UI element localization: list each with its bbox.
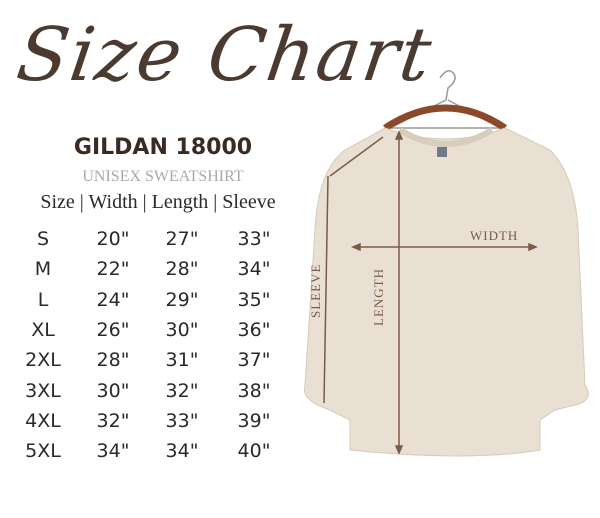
tag-icon bbox=[437, 147, 447, 157]
table-row: S 20" 27" 33" bbox=[0, 228, 300, 258]
product-subtitle: UNISEX SWEATSHIRT bbox=[82, 168, 244, 185]
cell-length: 33" bbox=[165, 409, 199, 432]
length-label: LENGTH bbox=[371, 268, 386, 326]
table-header: Size | Width | Length | Sleeve bbox=[40, 191, 276, 213]
cell-length: 27" bbox=[165, 228, 199, 250]
cell-sleeve: 37" bbox=[237, 349, 271, 372]
cell-length: 31" bbox=[165, 349, 199, 372]
cell-width: 28" bbox=[96, 349, 130, 372]
cell-size: L bbox=[37, 288, 49, 311]
hanger-icon bbox=[389, 70, 501, 129]
cell-sleeve: 34" bbox=[237, 258, 271, 281]
table-row: 3XL 30" 32" 38" bbox=[0, 380, 300, 410]
cell-width: 20" bbox=[96, 228, 130, 250]
cell-size: M bbox=[34, 258, 52, 281]
cell-sleeve: 40" bbox=[237, 440, 271, 463]
cell-width: 30" bbox=[96, 379, 130, 402]
cell-width: 34" bbox=[96, 440, 130, 463]
table-row: 4XL 32" 33" 39" bbox=[0, 410, 300, 440]
cell-size: 3XL bbox=[25, 379, 61, 402]
cell-width: 22" bbox=[96, 258, 130, 281]
cell-size: XL bbox=[31, 318, 55, 341]
cell-length: 28" bbox=[165, 258, 199, 281]
measure-arrows bbox=[323, 130, 538, 455]
cell-length: 32" bbox=[165, 379, 199, 402]
cell-size: 2XL bbox=[25, 349, 61, 372]
cell-sleeve: 33" bbox=[237, 228, 271, 250]
sleeve-label: SLEEVE bbox=[308, 264, 323, 318]
cell-sleeve: 36" bbox=[237, 318, 271, 341]
cell-width: 26" bbox=[96, 318, 130, 341]
cell-size: 5XL bbox=[25, 440, 61, 463]
width-label: WIDTH bbox=[470, 228, 518, 243]
table-row: 2XL 28" 31" 37" bbox=[0, 349, 300, 379]
table-row: L 24" 29" 35" bbox=[0, 289, 300, 319]
sweatshirt-image bbox=[303, 127, 589, 457]
cell-sleeve: 35" bbox=[237, 288, 271, 311]
cell-length: 34" bbox=[165, 440, 199, 463]
cell-width: 32" bbox=[96, 409, 130, 432]
table-row: M 22" 28" 34" bbox=[0, 258, 300, 288]
cell-size: S bbox=[36, 228, 50, 250]
cell-size: 4XL bbox=[25, 409, 61, 432]
table-row: XL 26" 30" 36" bbox=[0, 319, 300, 349]
brand-heading: GILDAN 18000 bbox=[73, 135, 253, 160]
cell-width: 24" bbox=[96, 288, 130, 311]
cell-sleeve: 39" bbox=[237, 409, 271, 432]
cell-length: 29" bbox=[165, 288, 199, 311]
table-row: 5XL 34" 34" 40" bbox=[0, 440, 300, 470]
cell-length: 30" bbox=[165, 318, 199, 341]
cell-sleeve: 38" bbox=[237, 379, 271, 402]
